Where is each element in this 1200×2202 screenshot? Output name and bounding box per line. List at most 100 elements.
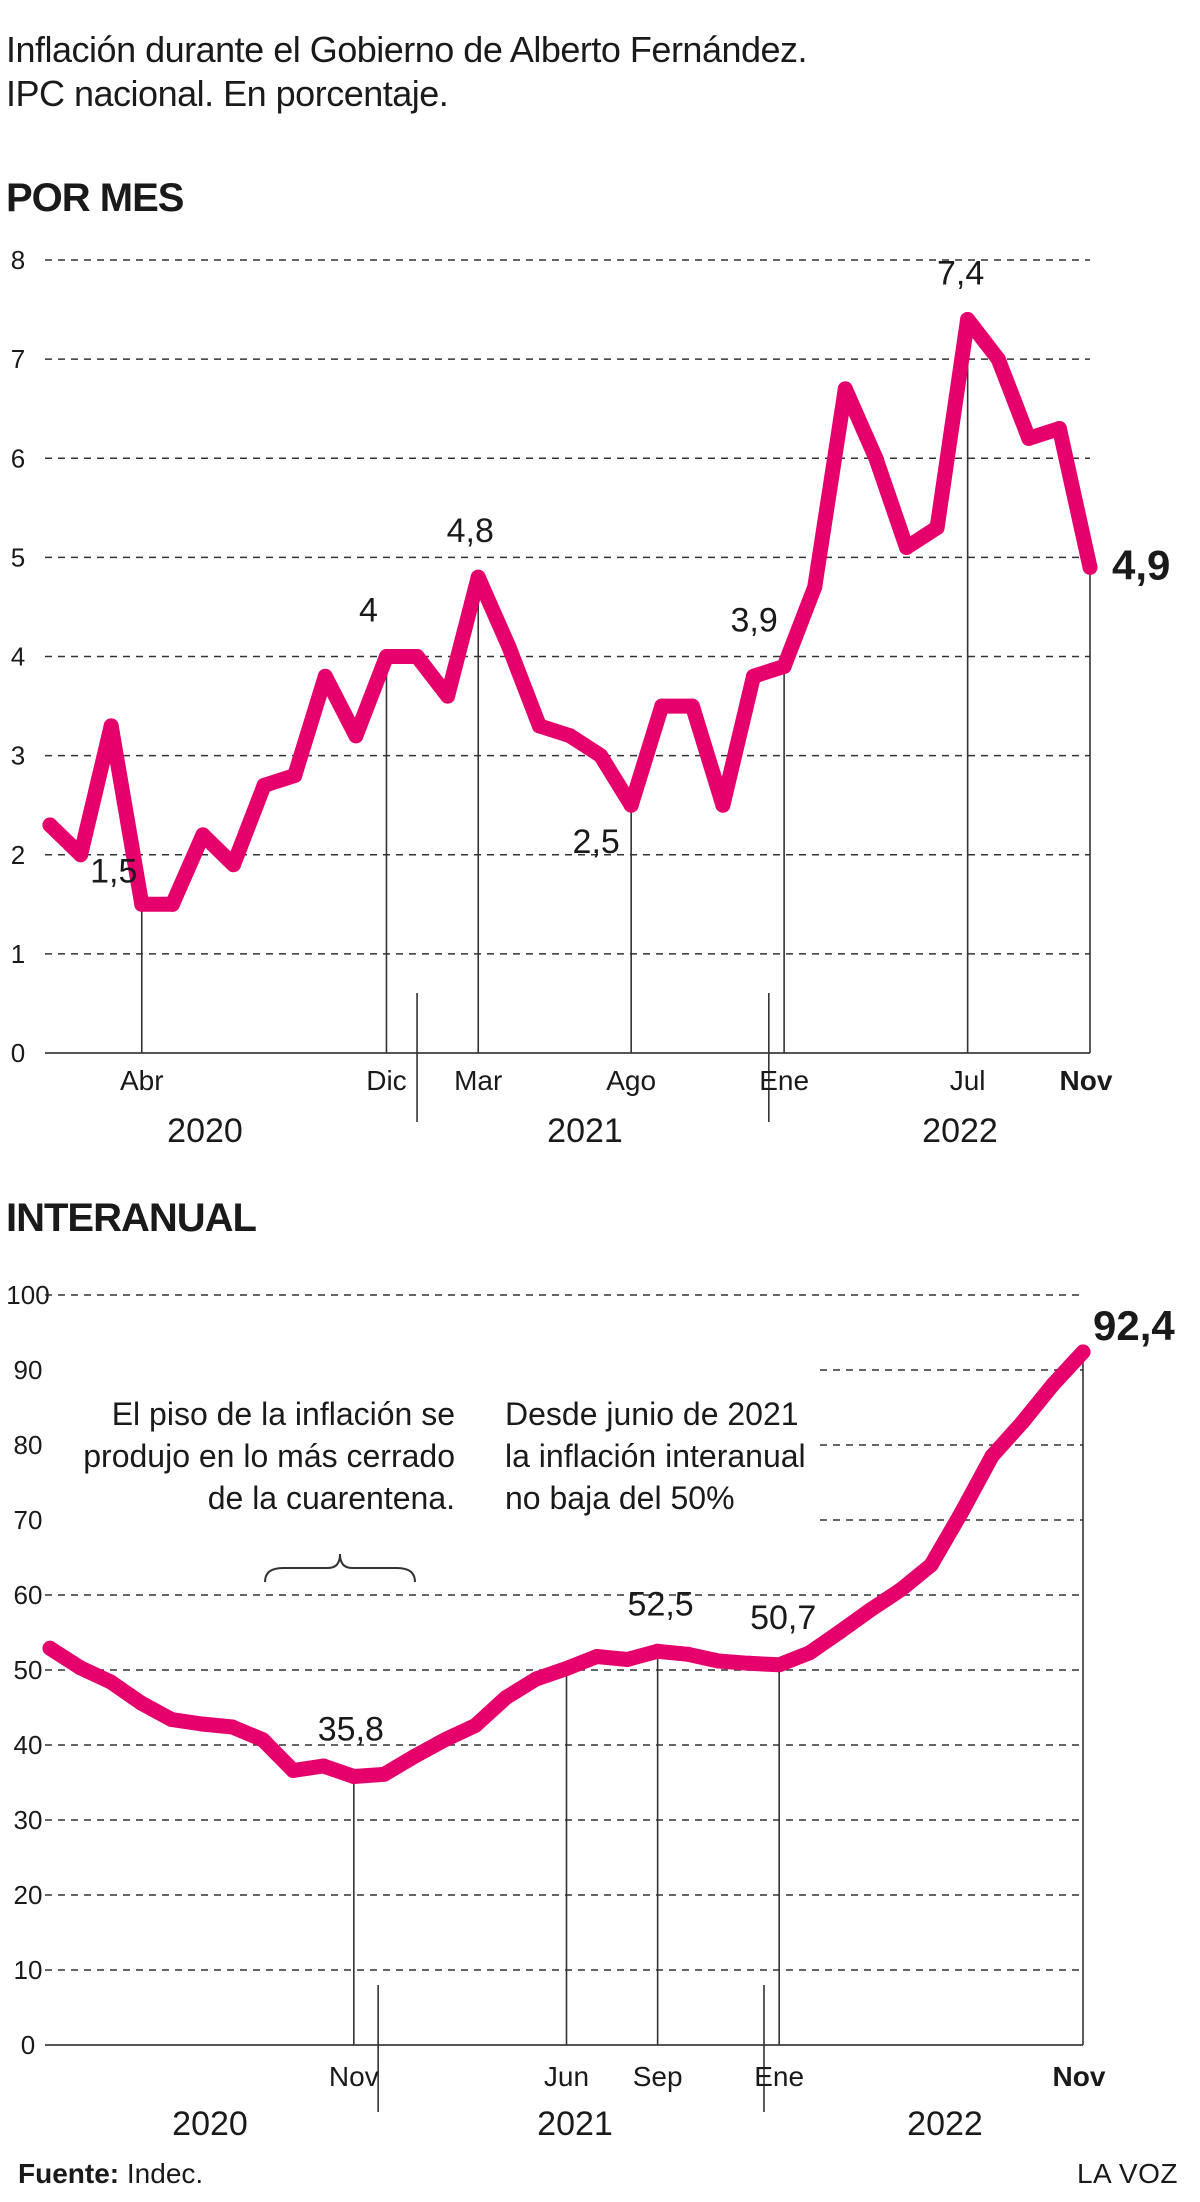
data-point <box>531 718 547 734</box>
y-tick-label: 70 <box>14 1505 43 1535</box>
data-point <box>893 1582 909 1598</box>
data-point <box>409 649 425 664</box>
data-point <box>103 1674 119 1690</box>
annotation-note-line: produjo en lo más cerrado <box>83 1438 455 1474</box>
y-tick-label: 4 <box>11 642 25 672</box>
data-point <box>619 1652 635 1667</box>
annotation-note-line: Desde junio de 2021 <box>505 1396 799 1432</box>
data-point <box>868 450 884 466</box>
data-point <box>837 381 853 397</box>
source-label: Fuente: <box>18 2158 120 2189</box>
y-tick-label: 7 <box>11 344 25 374</box>
data-point <box>346 1769 362 1784</box>
data-point <box>440 688 456 704</box>
data-point <box>133 1695 149 1711</box>
y-tick-label: 5 <box>11 542 25 572</box>
y-tick-label: 100 <box>6 1280 49 1310</box>
data-point <box>194 1716 210 1732</box>
brace-icon <box>264 1553 416 1583</box>
chart-title: Inflación durante el Gobierno de Alberto… <box>6 28 808 116</box>
data-label: 4 <box>359 592 378 630</box>
data-label: 92,4 <box>1093 1302 1175 1349</box>
data-point <box>226 857 242 873</box>
x-tick-label: Nov <box>1060 1065 1113 1096</box>
year-label: 2020 <box>167 1112 243 1150</box>
data-point <box>953 1505 969 1520</box>
yearly-section-title: INTERANUAL <box>6 1196 257 1240</box>
data-point <box>741 1655 757 1671</box>
data-point <box>285 1763 301 1778</box>
y-tick-label: 90 <box>14 1355 43 1385</box>
data-point <box>498 1690 514 1706</box>
annotation-note-line: de la cuarentena. <box>208 1480 455 1516</box>
brand-label: LA VOZ <box>1076 2158 1178 2189</box>
source-note: Fuente: Indec. <box>18 2158 203 2190</box>
data-point <box>715 797 731 813</box>
data-point <box>407 1748 423 1764</box>
data-point <box>224 1719 240 1735</box>
year-label: 2020 <box>172 2105 248 2143</box>
data-point <box>562 728 578 744</box>
y-tick-label: 2 <box>11 840 25 870</box>
data-point <box>684 698 700 714</box>
data-point <box>42 1640 58 1656</box>
data-point <box>984 1448 1000 1464</box>
y-tick-label: 20 <box>14 1880 43 1910</box>
data-point <box>960 311 976 327</box>
title-line-2: IPC nacional. En porcentaje. <box>6 73 449 114</box>
data-point <box>1045 1377 1061 1393</box>
y-tick-label: 0 <box>21 2030 35 2060</box>
data-point <box>990 351 1006 367</box>
data-point <box>437 1732 453 1748</box>
year-label: 2021 <box>547 1112 623 1150</box>
data-point <box>287 767 303 783</box>
data-label: 35,8 <box>318 1711 384 1749</box>
data-point <box>862 1602 878 1618</box>
data-point <box>470 569 486 585</box>
series-line <box>42 312 1098 912</box>
y-tick-label: 10 <box>14 1955 43 1985</box>
data-point <box>807 579 823 595</box>
annotation-note-line: la inflación interanual <box>505 1438 806 1474</box>
data-label: 2,5 <box>573 823 620 861</box>
data-point <box>1021 430 1037 446</box>
y-tick-label: 50 <box>14 1655 43 1685</box>
y-tick-label: 0 <box>11 1038 25 1068</box>
y-tick-label: 40 <box>14 1730 43 1760</box>
data-label: 7,4 <box>937 254 984 292</box>
data-point <box>929 520 945 536</box>
x-tick-label: Ago <box>606 1065 656 1096</box>
y-tick-label: 80 <box>14 1430 43 1460</box>
data-label: 4,8 <box>447 512 494 550</box>
data-label: 3,9 <box>730 601 777 639</box>
data-point <box>103 718 119 734</box>
data-point <box>1051 421 1067 437</box>
yearly-inflation-chart: 0 10 20 30 40 50 60 70 80 90 100 35,8 52,5 50,7 92,4 No… <box>6 1280 1175 2143</box>
y-tick-label: 8 <box>11 245 25 275</box>
data-point <box>623 797 639 813</box>
data-point <box>315 1758 331 1774</box>
x-tick-label: Jul <box>950 1065 986 1096</box>
annotation-note-line: El piso de la inflación se <box>112 1396 455 1432</box>
data-label: 1,5 <box>90 852 137 890</box>
x-tick-label: Sep <box>633 2061 683 2092</box>
data-label: 4,9 <box>1112 541 1170 588</box>
x-tick-label: Ene <box>754 2061 804 2092</box>
data-point <box>134 896 150 912</box>
y-tick-label: 6 <box>11 443 25 473</box>
title-line-1: Inflación durante el Gobierno de Alberto… <box>6 29 808 70</box>
year-label: 2022 <box>922 1112 998 1150</box>
x-tick-label: Nov <box>329 2061 379 2092</box>
y-tick-label: 3 <box>11 741 25 771</box>
data-point <box>923 1557 939 1573</box>
data-point <box>195 827 211 843</box>
data-point <box>1082 559 1098 575</box>
data-point <box>1014 1415 1030 1430</box>
data-point <box>559 1661 574 1676</box>
data-point <box>255 1732 271 1748</box>
data-point <box>832 1624 848 1640</box>
data-point <box>317 668 333 684</box>
monthly-section-title: POR MES <box>6 176 184 220</box>
data-point <box>164 896 180 912</box>
data-point <box>376 1766 392 1782</box>
